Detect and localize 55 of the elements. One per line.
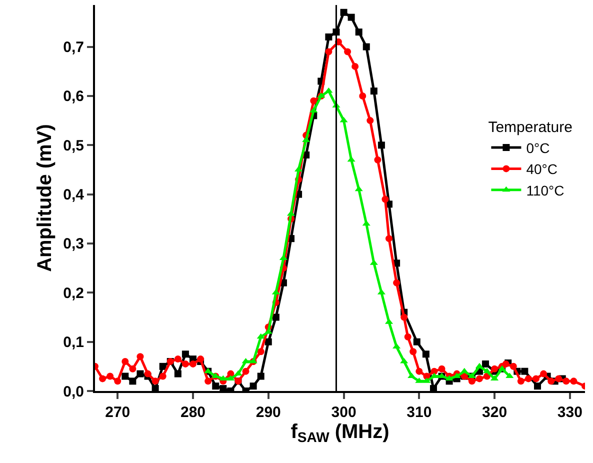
x-tick-label: 300	[331, 404, 356, 421]
x-tick-label: 310	[406, 404, 432, 421]
point	[354, 186, 363, 192]
point	[129, 378, 136, 385]
point	[482, 360, 489, 368]
point	[159, 362, 166, 370]
point	[212, 382, 220, 390]
point	[347, 156, 356, 162]
point	[430, 385, 437, 391]
point	[256, 333, 265, 339]
point	[355, 28, 362, 36]
point	[475, 362, 484, 368]
point	[521, 368, 528, 375]
y-tick-label: 0,5	[63, 137, 84, 154]
y-tick-label: 0,1	[63, 334, 84, 352]
y-tick-label: 0,2	[63, 284, 84, 302]
point	[220, 385, 227, 391]
point	[340, 8, 348, 16]
point	[264, 328, 272, 334]
y-axis-title: Amplitude (mV)	[34, 124, 56, 272]
legend-title: Temperature	[488, 118, 572, 136]
point	[348, 14, 355, 21]
point	[325, 33, 332, 40]
point	[460, 368, 468, 374]
point	[257, 372, 264, 380]
point	[378, 142, 385, 149]
point	[182, 350, 189, 358]
point	[234, 370, 242, 376]
point	[272, 314, 280, 321]
point	[534, 382, 542, 390]
point	[370, 88, 378, 95]
x-axis-title: f$_{SAW}$ (MHz)	[290, 421, 390, 446]
y-tick-label: 0,3	[63, 236, 84, 253]
point	[122, 372, 129, 380]
legend-label: 110°C	[526, 182, 564, 198]
point	[152, 385, 159, 391]
x-tick-label: 270	[105, 404, 130, 421]
legend-label: 0°C	[526, 140, 550, 156]
point	[362, 220, 370, 226]
point	[174, 370, 182, 378]
point	[413, 338, 420, 346]
point	[264, 338, 272, 346]
x-tick-label: 280	[180, 404, 206, 421]
y-tick-label: 0,6	[63, 88, 84, 106]
point	[136, 370, 144, 378]
y-tick-label: 0,7	[63, 39, 84, 56]
x-tick-label: 330	[557, 404, 582, 421]
x-tick-label: 290	[256, 404, 281, 421]
y-tick-label: 0,4	[63, 186, 85, 204]
point	[250, 382, 257, 390]
point	[362, 43, 370, 50]
y-tick-label: 0,0	[63, 383, 84, 400]
x-tick-label: 320	[482, 404, 508, 421]
legend-label: 40°C	[526, 161, 558, 178]
point	[422, 350, 430, 358]
